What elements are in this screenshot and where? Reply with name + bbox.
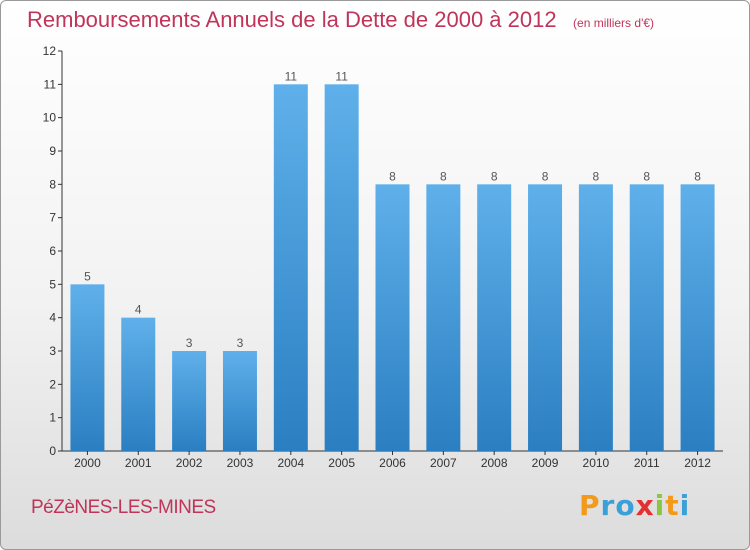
x-tick-label: 2011 [634,456,660,470]
y-tick-label: 5 [49,277,56,291]
bar-2006 [375,184,410,452]
chart-unit-label: (en milliers d'€) [573,16,655,30]
x-tick-label: 2005 [328,456,355,470]
logo-letter: x [635,489,655,522]
x-tick-label: 2008 [481,456,508,470]
data-label: 8 [491,169,498,183]
y-tick-label: 6 [49,244,56,258]
data-label: 8 [440,169,447,183]
x-tick-label: 2003 [227,456,254,470]
proxiti-logo: Proxiti [579,489,690,522]
bar-2007 [426,184,461,452]
bar-2002 [172,351,207,451]
data-label: 8 [593,169,600,183]
x-tick-label: 2010 [583,456,610,470]
data-label: 11 [335,69,348,83]
bar-2012 [680,184,715,452]
data-label: 8 [694,169,701,183]
data-label: 11 [285,69,298,83]
logo-letter: P [579,489,601,522]
x-tick-label: 2000 [74,456,101,470]
chart-bars [70,84,715,452]
x-tick-label: 2007 [430,456,457,470]
y-tick-label: 4 [49,311,56,325]
y-tick-label: 0 [49,444,56,458]
logo-letter: i [654,489,666,522]
y-tick-label: 1 [49,411,56,425]
y-tick-label: 2 [49,377,56,391]
data-label: 8 [389,169,396,183]
data-label: 3 [237,336,244,350]
y-tick-label: 9 [49,144,56,158]
x-tick-label: 2009 [532,456,559,470]
bar-2008 [477,184,512,452]
x-tick-label: 2002 [176,456,203,470]
bar-2009 [528,184,563,452]
city-name: PéZèNES-LES-MINES [31,497,216,518]
x-tick-label: 2006 [379,456,406,470]
bar-2011 [629,184,664,452]
y-tick-label: 10 [43,111,57,125]
bar-2000 [70,284,105,451]
y-tick-label: 7 [49,211,56,225]
bar-2001 [121,317,156,451]
bar-2003 [222,351,257,451]
data-label: 4 [135,303,142,317]
logo-letter: r [600,489,616,522]
logo-letter: t [665,489,680,522]
y-tick-label: 11 [44,77,57,91]
data-label: 5 [84,269,91,283]
chart-labels: 2000 5 2001 4 2002 3 2003 3 2004 11 2005 11 2006 8 200… [74,69,711,470]
x-tick-label: 2004 [277,456,304,470]
data-label: 8 [643,169,650,183]
data-label: 8 [542,169,549,183]
y-tick-label: 3 [49,344,56,358]
chart-title: Remboursements Annuels de la Dette de 20… [27,7,557,32]
y-tick-label: 8 [49,177,56,191]
bar-2004 [273,84,308,451]
logo-letter: o [615,489,636,522]
title-row: Remboursements Annuels de la Dette de 20… [27,7,654,33]
x-tick-label: 2012 [684,456,711,470]
logo-letter: i [679,489,691,522]
bar-2005 [324,84,359,451]
y-tick-label: 12 [43,44,57,58]
x-tick-label: 2001 [125,456,152,470]
bar-2010 [578,184,613,452]
data-label: 3 [186,336,193,350]
